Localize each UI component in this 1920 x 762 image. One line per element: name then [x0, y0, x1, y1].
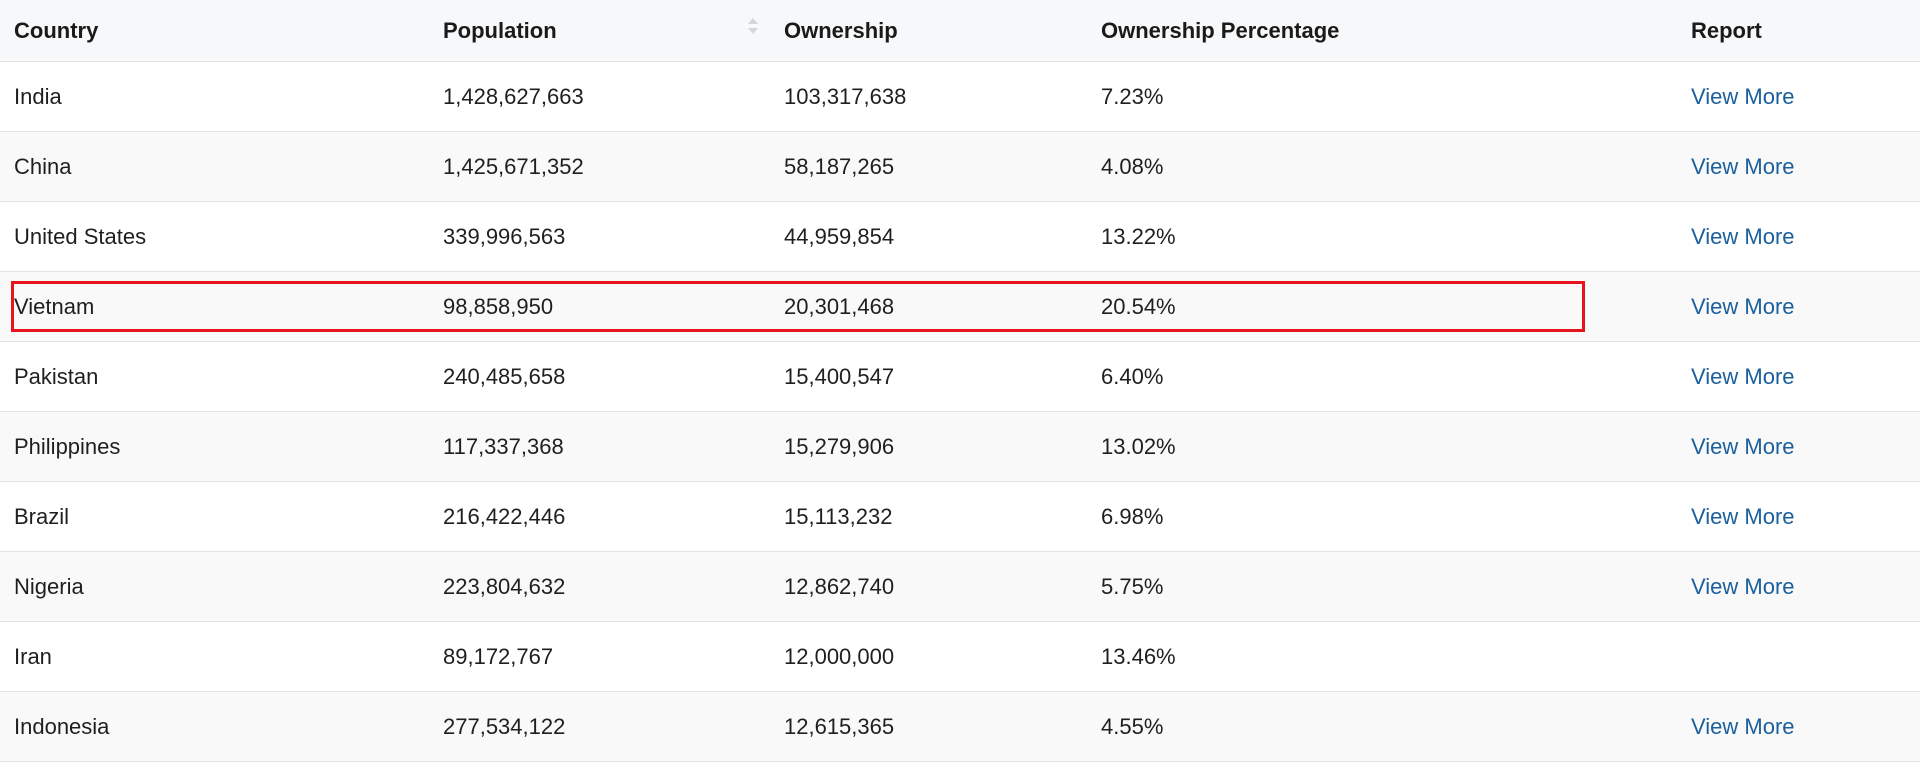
ownership-cell: 15,400,547 — [784, 363, 895, 389]
table-row: China 1,425,671,352 58,187,265 4.08% Vie… — [0, 132, 1920, 202]
table-row: India 1,428,627,663 103,317,638 7.23% Vi… — [0, 62, 1920, 132]
view-more-link[interactable]: View More — [1691, 573, 1795, 599]
population-cell: 98,858,950 — [443, 293, 554, 319]
view-more-link[interactable]: View More — [1691, 713, 1795, 739]
header-ownership-percentage[interactable]: Ownership Percentage — [1101, 17, 1340, 43]
header-population[interactable]: Population — [443, 17, 557, 43]
ownership-cell: 103,317,638 — [784, 83, 907, 109]
percentage-cell: 13.46% — [1101, 643, 1176, 669]
table-header-row: Country Population Ownership Ownership P… — [0, 0, 1920, 62]
percentage-cell: 4.55% — [1101, 713, 1164, 739]
country-cell: Vietnam — [14, 293, 95, 319]
ownership-cell: 15,113,232 — [784, 503, 893, 529]
percentage-cell: 6.98% — [1101, 503, 1164, 529]
population-cell: 223,804,632 — [443, 573, 566, 599]
country-cell: Iran — [14, 643, 52, 669]
ownership-cell: 12,000,000 — [784, 643, 895, 669]
header-country[interactable]: Country — [14, 17, 99, 43]
ownership-cell: 44,959,854 — [784, 223, 895, 249]
country-cell: China — [14, 153, 72, 179]
ownership-cell: 58,187,265 — [784, 153, 895, 179]
view-more-link[interactable]: View More — [1691, 83, 1795, 109]
country-cell: United States — [14, 223, 147, 249]
population-cell: 117,337,368 — [443, 433, 564, 459]
table-row: Indonesia 277,534,122 12,615,365 4.55% V… — [0, 692, 1920, 762]
country-cell: Nigeria — [14, 573, 84, 599]
population-cell: 1,425,671,352 — [443, 153, 584, 179]
percentage-cell: 5.75% — [1101, 573, 1164, 599]
percentage-cell: 13.22% — [1101, 223, 1176, 249]
population-cell: 216,422,446 — [443, 503, 566, 529]
view-more-link[interactable]: View More — [1691, 153, 1795, 179]
population-cell: 277,534,122 — [443, 713, 566, 739]
view-more-link[interactable]: View More — [1691, 363, 1795, 389]
table-row-highlighted: Vietnam 98,858,950 20,301,468 20.54% Vie… — [0, 272, 1920, 342]
percentage-cell: 20.54% — [1101, 293, 1176, 319]
country-cell: Indonesia — [14, 713, 110, 739]
ownership-cell: 15,279,906 — [784, 433, 895, 459]
view-more-link[interactable]: View More — [1691, 433, 1795, 459]
view-more-link[interactable]: View More — [1691, 293, 1795, 319]
country-cell: India — [14, 83, 62, 109]
sort-updown-icon[interactable] — [746, 14, 760, 38]
ownership-cell: 12,862,740 — [784, 573, 895, 599]
table-row: United States 339,996,563 44,959,854 13.… — [0, 202, 1920, 272]
table-row: Pakistan 240,485,658 15,400,547 6.40% Vi… — [0, 342, 1920, 412]
population-cell: 1,428,627,663 — [443, 83, 584, 109]
percentage-cell: 7.23% — [1101, 83, 1164, 109]
view-more-link[interactable]: View More — [1691, 223, 1795, 249]
header-ownership[interactable]: Ownership — [784, 17, 898, 43]
country-cell: Brazil — [14, 503, 70, 529]
population-cell: 240,485,658 — [443, 363, 566, 389]
table-row: Nigeria 223,804,632 12,862,740 5.75% Vie… — [0, 552, 1920, 622]
population-cell: 339,996,563 — [443, 223, 566, 249]
table-row: Iran 89,172,767 12,000,000 13.46% — [0, 622, 1920, 692]
population-cell: 89,172,767 — [443, 643, 554, 669]
ownership-cell: 12,615,365 — [784, 713, 895, 739]
percentage-cell: 6.40% — [1101, 363, 1164, 389]
table-row: Philippines 117,337,368 15,279,906 13.02… — [0, 412, 1920, 482]
percentage-cell: 13.02% — [1101, 433, 1176, 459]
table-row: Brazil 216,422,446 15,113,232 6.98% View… — [0, 482, 1920, 552]
percentage-cell: 4.08% — [1101, 153, 1164, 179]
country-cell: Pakistan — [14, 363, 99, 389]
ownership-cell: 20,301,468 — [784, 293, 895, 319]
header-report: Report — [1691, 17, 1762, 43]
country-cell: Philippines — [14, 433, 121, 459]
view-more-link[interactable]: View More — [1691, 503, 1795, 529]
